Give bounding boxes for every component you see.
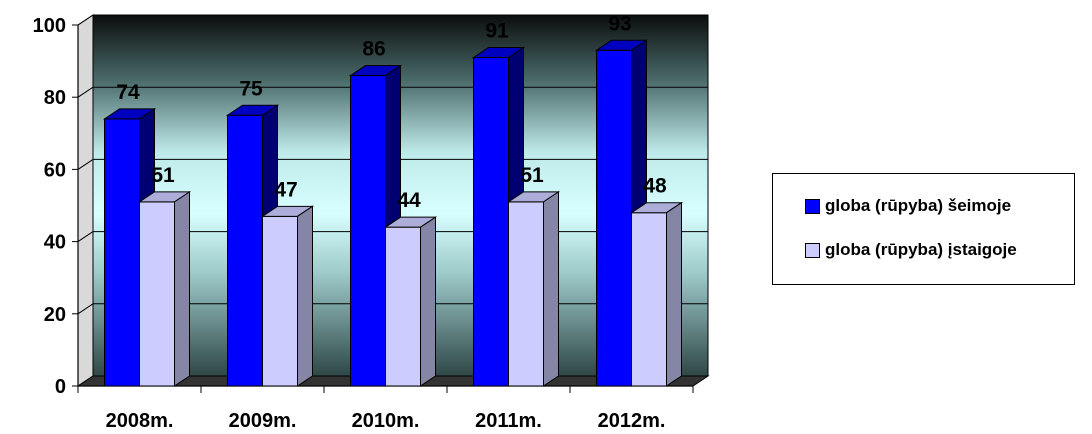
- legend-swatch-institution-care: [805, 242, 820, 258]
- bar-institution-care: [260, 205, 315, 387]
- gridline-side: [77, 86, 94, 98]
- x-tick-label: 2008m.: [106, 410, 174, 432]
- bar-institution-care: [629, 201, 684, 387]
- data-label: 93: [608, 12, 631, 35]
- y-tick-label: 100: [33, 15, 66, 37]
- y-tick-label: 0: [55, 376, 66, 398]
- gridline-side: [77, 231, 94, 243]
- gridline-side: [77, 158, 94, 170]
- y-tick-label: 20: [44, 304, 66, 326]
- y-tick-label: 60: [44, 159, 66, 181]
- data-label: 44: [397, 189, 421, 212]
- x-tick-label: 2011m.: [475, 410, 542, 432]
- y-tick-label: 40: [44, 232, 66, 254]
- gridline-side: [77, 14, 94, 26]
- y-tick-label: 80: [44, 87, 66, 109]
- side-wall: [77, 14, 94, 387]
- gridline-side: [77, 303, 94, 315]
- data-label: 51: [520, 164, 544, 187]
- legend-swatch-family-care: [805, 198, 820, 214]
- x-tick-label: 2010m.: [352, 410, 420, 432]
- data-label: 91: [485, 19, 509, 42]
- x-tick-label: 2009m.: [229, 410, 297, 432]
- bar-institution-care: [137, 190, 192, 387]
- data-label: 75: [239, 77, 263, 100]
- data-label: 47: [274, 178, 297, 201]
- bar-institution-care: [506, 190, 561, 387]
- x-tick-label: 2012m.: [598, 410, 666, 432]
- legend-label-institution-care: globa (rūpyba) įstaigoje: [825, 240, 1017, 259]
- data-label: 48: [643, 175, 667, 198]
- data-label: 74: [116, 81, 140, 104]
- legend: globa (rūpyba) šeimoje globa (rūpyba) įs…: [772, 173, 1075, 285]
- legend-item-family-care: globa (rūpyba) šeimoje: [805, 196, 1011, 216]
- bars: [102, 39, 684, 387]
- data-label: 51: [151, 164, 175, 187]
- legend-item-institution-care: globa (rūpyba) įstaigoje: [805, 240, 1017, 260]
- legend-label-family-care: globa (rūpyba) šeimoje: [825, 196, 1012, 215]
- data-label: 86: [362, 38, 385, 61]
- bar-institution-care: [383, 216, 438, 387]
- axes: 0 20 40 60 80 100 2008m. 2009m. 2010m. 2011m. 2012…: [33, 15, 694, 432]
- data-labels: 74 51 75 47 86 44 91 51 93 48: [116, 12, 667, 212]
